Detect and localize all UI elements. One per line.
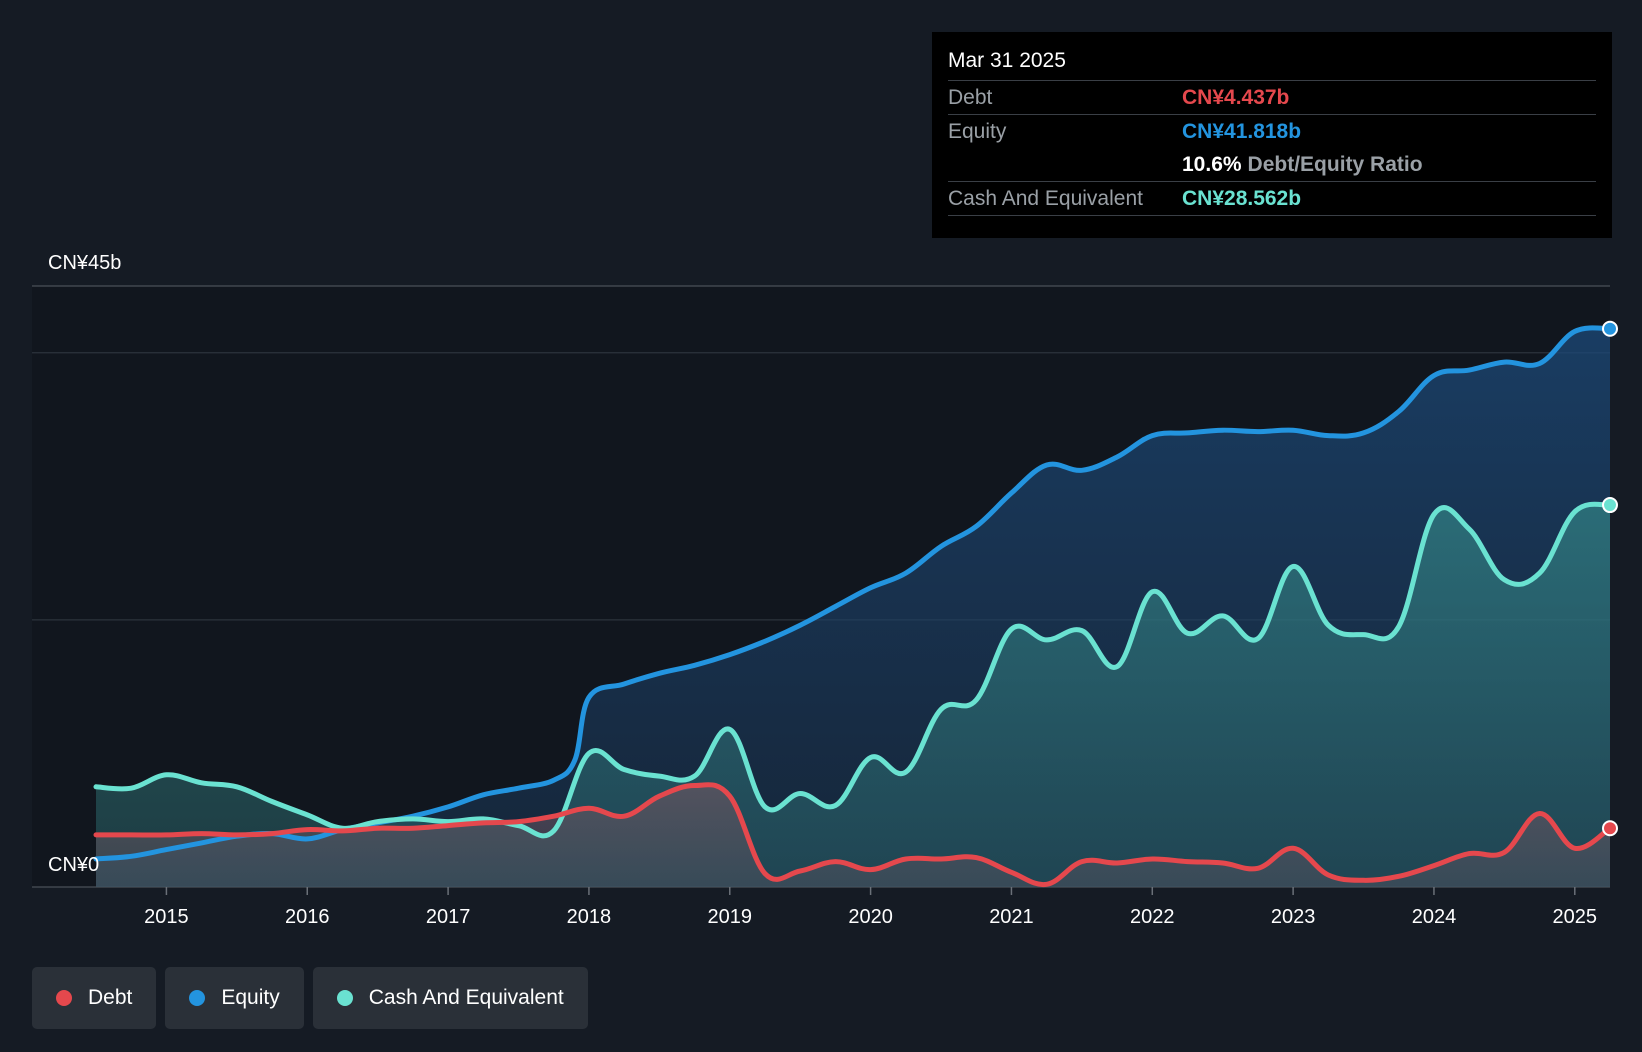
marker-debt xyxy=(1602,820,1618,837)
x-tick-label-2023: 2023 xyxy=(1271,906,1316,928)
legend-label-cash: Cash And Equivalent xyxy=(368,986,564,1009)
tooltip-date: Mar 31 2025 xyxy=(948,46,1596,81)
tooltip-equity-label: Equity xyxy=(948,120,1007,143)
x-axis-ticks: 2015 2016 2017 2018 2019 2020 2021 2022 2023 2024… xyxy=(144,887,1597,928)
tooltip-row-debt: Debt CN¥4.437b xyxy=(948,81,1596,115)
series-lines xyxy=(93,325,1613,888)
tooltip-ratio-desc: Debt/Equity Ratio xyxy=(1247,153,1423,176)
tooltip-row-ratio: 10.6% Debt/Equity Ratio xyxy=(948,148,1596,182)
tooltip-row-equity: Equity CN¥41.818b xyxy=(948,115,1596,148)
legend-dot-cash-icon xyxy=(336,990,353,1006)
chart-legend: Debt Equity Cash And Equivalent xyxy=(32,967,588,1029)
x-tick-label-2024: 2024 xyxy=(1412,906,1457,928)
x-tick-label-2017: 2017 xyxy=(426,906,471,928)
data-tooltip: Mar 31 2025 Debt CN¥4.437b Equity CN¥41.… xyxy=(932,32,1612,238)
y-axis-labels: CN¥45b CN¥0 xyxy=(48,252,121,876)
tooltip-debt-value: CN¥4.437b xyxy=(1182,86,1290,109)
x-tick-label-2022: 2022 xyxy=(1130,906,1175,928)
tooltip-ratio-label xyxy=(948,148,1182,181)
x-tick-label-2018: 2018 xyxy=(567,906,612,928)
x-tick-label-2015: 2015 xyxy=(144,906,189,928)
x-tick-label-2021: 2021 xyxy=(989,906,1034,928)
area-debt xyxy=(96,784,1610,887)
tooltip-debt-label: Debt xyxy=(948,86,993,109)
tooltip-row-cash: Cash And Equivalent CN¥28.562b xyxy=(948,182,1596,216)
series-end-markers xyxy=(1602,320,1618,837)
y-axis-label-45: CN¥45b xyxy=(48,252,121,274)
area-cash-and-equivalent xyxy=(96,504,1610,887)
tooltip-cash-value: CN¥28.562b xyxy=(1182,187,1302,210)
x-tick-label-2020: 2020 xyxy=(848,906,893,928)
tooltip-ratio-value: 10.6% xyxy=(1182,153,1242,176)
tooltip-cash-label: Cash And Equivalent xyxy=(948,187,1143,210)
series-areas xyxy=(96,327,1610,887)
tooltip-equity-value: CN¥41.818b xyxy=(1182,120,1302,143)
legend-item-cash[interactable]: Cash And Equivalent xyxy=(312,967,588,1029)
line-cash-and-equivalent xyxy=(93,501,1613,839)
x-tick-label-2025: 2025 xyxy=(1553,906,1598,928)
y-axis-label-0: CN¥0 xyxy=(48,854,99,876)
legend-dot-equity-icon xyxy=(189,990,206,1006)
x-tick-label-2019: 2019 xyxy=(708,906,753,928)
legend-label-equity: Equity xyxy=(221,986,280,1009)
line-debt xyxy=(93,782,1613,888)
legend-label-debt: Debt xyxy=(88,986,133,1009)
legend-dot-debt-icon xyxy=(56,990,72,1006)
x-tick-label-2016: 2016 xyxy=(285,906,330,928)
legend-item-equity[interactable]: Equity xyxy=(165,967,304,1029)
marker-cash-and-equivalent xyxy=(1602,497,1618,514)
legend-item-debt[interactable]: Debt xyxy=(32,967,157,1029)
marker-equity xyxy=(1602,320,1618,337)
